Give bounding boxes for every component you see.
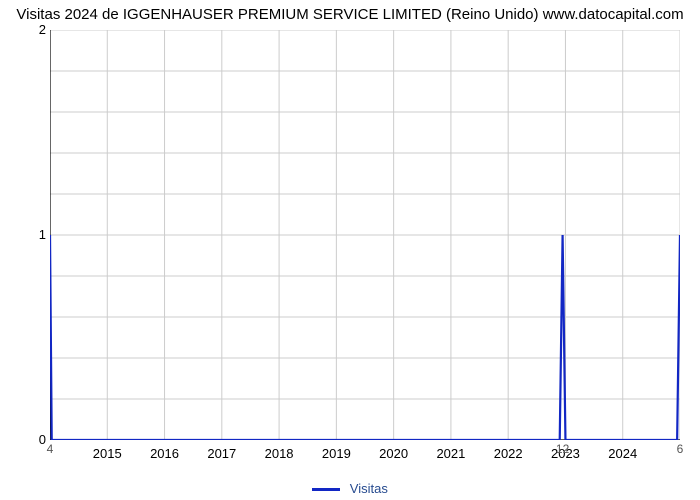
legend: Visitas [0,481,700,496]
legend-label: Visitas [350,481,388,496]
y-tick-label: 2 [16,22,46,37]
y-tick-label: 1 [16,227,46,242]
x-tick-label: 2016 [150,446,179,461]
chart-title: Visitas 2024 de IGGENHAUSER PREMIUM SERV… [0,6,700,23]
plot-area [50,30,680,440]
y-tick-label: 0 [16,432,46,447]
x-tick-label: 2019 [322,446,351,461]
point-label: 4 [47,442,54,456]
chart-svg [50,30,680,440]
point-label: 12 [556,442,569,456]
series-line [50,235,680,440]
x-tick-label: 2024 [608,446,637,461]
x-tick-label: 2017 [207,446,236,461]
x-tick-label: 2021 [436,446,465,461]
x-tick-label: 2015 [93,446,122,461]
x-tick-label: 2022 [494,446,523,461]
point-label: 6 [677,442,684,456]
x-tick-label: 2020 [379,446,408,461]
legend-swatch [312,488,340,491]
x-tick-label: 2018 [265,446,294,461]
chart-container: Visitas 2024 de IGGENHAUSER PREMIUM SERV… [0,0,700,500]
